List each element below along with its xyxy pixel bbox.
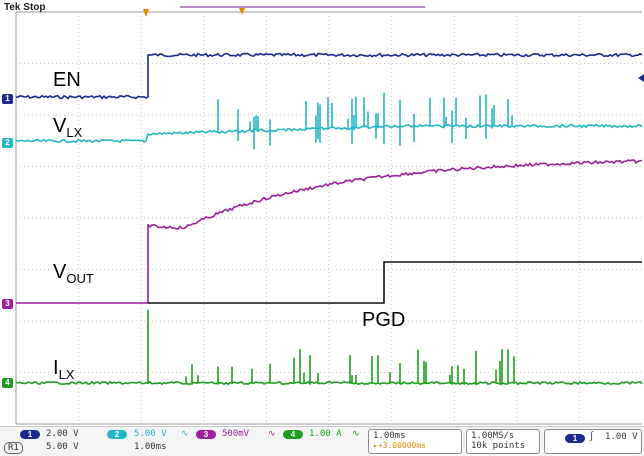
trigger-position-marker: [143, 9, 149, 17]
ref1-scale: 5.00 V: [46, 442, 79, 452]
ref1-time: 1.00ms: [134, 442, 167, 452]
ch4-bw-icon: ∿: [352, 429, 360, 439]
ch2-scale: 5.00 V: [134, 429, 167, 439]
graticule: [15, 11, 642, 425]
waveform-traces: [15, 52, 643, 386]
vout-label: VOUT: [53, 261, 94, 286]
ch3-badge[interactable]: 3: [196, 430, 216, 439]
ilx-label: ILX: [53, 357, 75, 382]
sample-rate: 1.00MS/s: [471, 431, 515, 441]
trigger-source-badge: 1: [565, 434, 585, 443]
timebase-box[interactable]: 1.00ms ▸+3.00000ms: [368, 429, 462, 454]
vlx-label: VLX: [53, 115, 83, 140]
ch3-ground-marker[interactable]: 3: [2, 299, 13, 309]
ch2-bw-icon: ∿: [181, 429, 189, 439]
readout-bar: 1 2.00 V 2 5.00 V ∿ 3 500mV ∿ 4 1.00 A ∿…: [0, 426, 644, 456]
ref1-badge[interactable]: R1: [4, 442, 23, 454]
ch4-badge[interactable]: 4: [283, 430, 303, 439]
en-label: EN: [53, 69, 81, 91]
ch4-scale: 1.00 A: [309, 429, 342, 439]
ch1-ground-marker[interactable]: 1: [2, 94, 13, 104]
ch4-ground-marker[interactable]: 4: [2, 378, 13, 388]
acquisition-box[interactable]: 1.00MS/s 10k points: [466, 429, 540, 454]
trigger-level-marker: [638, 74, 644, 82]
ch1-badge[interactable]: 1: [20, 430, 40, 439]
acquisition-status: Tek Stop: [4, 2, 46, 13]
trigger-level: 1.00 V: [605, 432, 638, 442]
rising-edge-icon: ∫: [589, 432, 595, 442]
en-trace: [15, 52, 643, 100]
ch3-bw-icon: ∿: [268, 429, 276, 439]
ch3-scale: 500mV: [222, 429, 250, 439]
vlx-trace: [15, 92, 643, 150]
ch2-ground-marker[interactable]: 2: [2, 138, 13, 148]
ch2-badge[interactable]: 2: [107, 430, 127, 439]
record-length: 10k points: [471, 441, 526, 451]
timebase-value: 1.00ms: [373, 431, 406, 441]
ch1-scale: 2.00 V: [46, 429, 79, 439]
cursor-marker: [239, 8, 245, 15]
trigger-position-value: ▸+3.00000ms: [373, 441, 426, 450]
ilx-trace: [15, 310, 643, 386]
vout-trace: [16, 159, 643, 304]
pgd-label: PGD: [362, 309, 406, 331]
trigger-box[interactable]: 1 ∫ 1.00 V: [544, 429, 642, 454]
pgd-trace: [148, 261, 642, 304]
